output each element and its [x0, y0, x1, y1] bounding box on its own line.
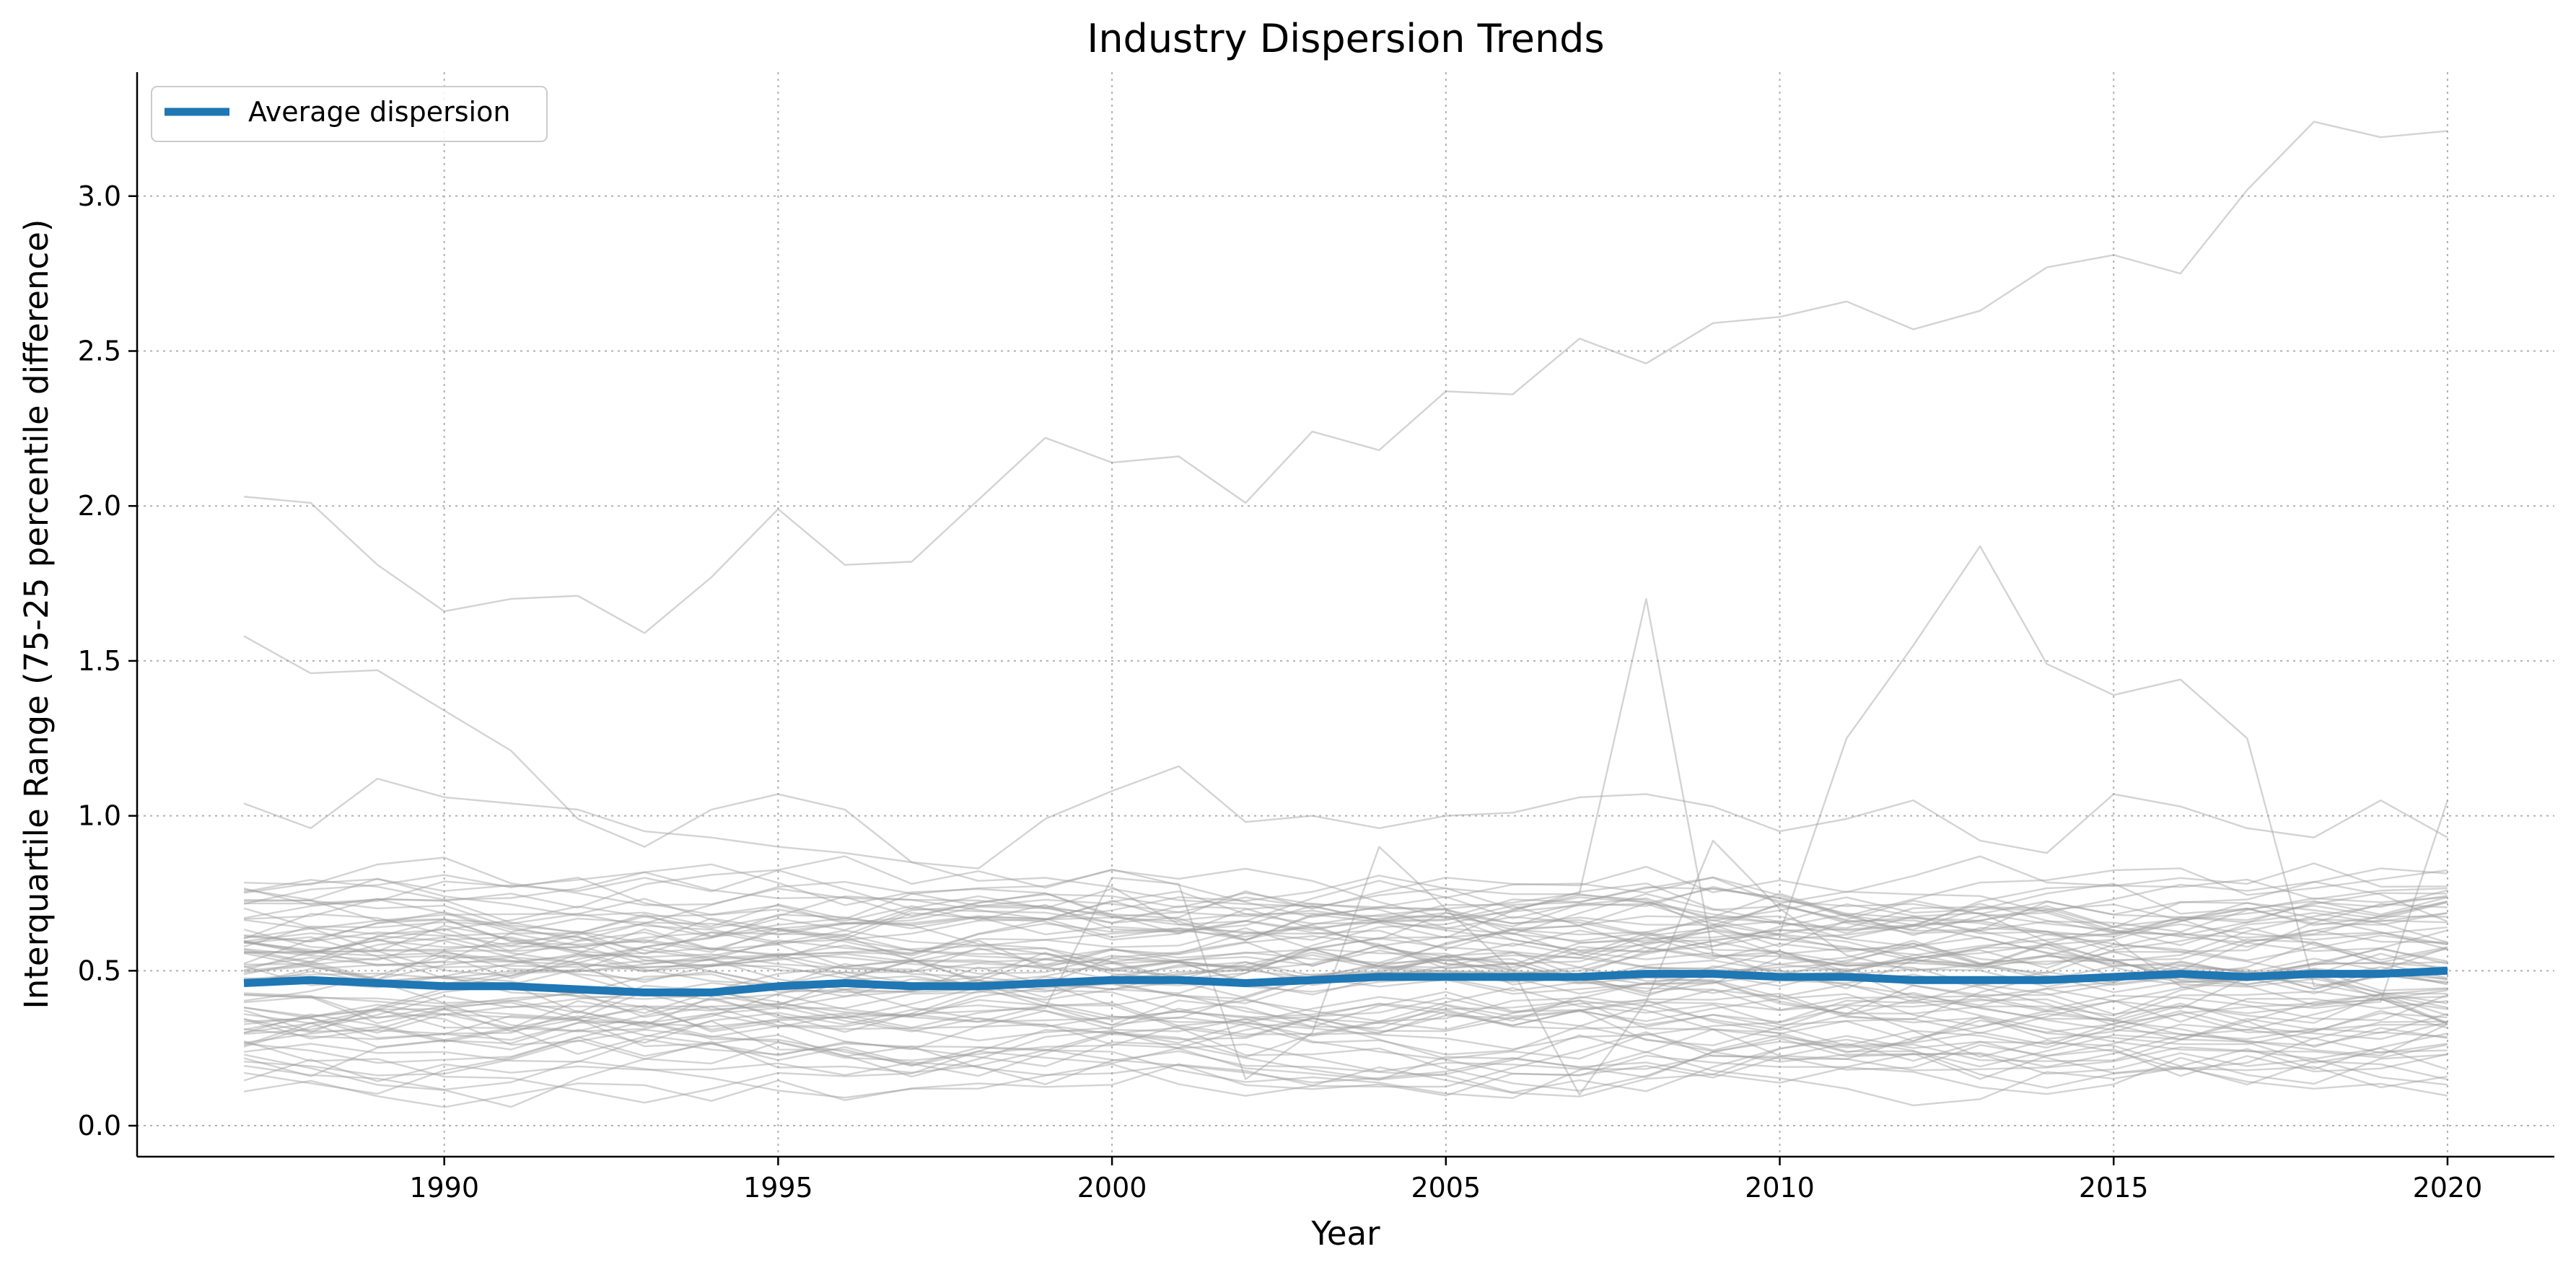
industry-series-line-45: [243, 997, 2448, 1079]
y-tick-label-3: 1.5: [78, 645, 121, 677]
industry-series-line-11: [243, 912, 2448, 980]
industry-series-line-54: [243, 1020, 2448, 1095]
industry-series-line-30: [244, 856, 2448, 932]
industry-series-line-47: [243, 963, 2448, 1040]
industry-series-line-20: [244, 903, 2448, 970]
industry-series-line-15: [244, 977, 2448, 1033]
y-tick-label-1: 0.5: [78, 955, 121, 986]
average-line-group: [243, 966, 2448, 996]
industry-series-line-42: [243, 989, 2448, 1040]
legend: Average dispersion: [151, 86, 548, 142]
industry-series-line-41: [243, 1020, 2448, 1092]
y-tick-label-0: 0.0: [78, 1110, 121, 1142]
industry-series-line-65: [243, 976, 2448, 1047]
axes: [136, 72, 2554, 1158]
legend-box: [151, 86, 548, 142]
y-tick-label-5: 2.5: [78, 335, 121, 367]
industry-series-line-24: [243, 1012, 2448, 1104]
x-tick-label-4: 2010: [1745, 1172, 1815, 1204]
industry-series-line-72: [243, 1008, 2448, 1081]
industry-series-line-33: [243, 975, 2448, 1040]
industry-series-line-4: [243, 799, 2449, 1096]
industry-series-line-75: [243, 1038, 2448, 1097]
industry-series-line-67: [243, 999, 2448, 1059]
industry-series-line-52: [243, 993, 2448, 1060]
industry-series-line-14: [243, 855, 2448, 924]
industry-series-line-61: [243, 894, 2448, 973]
x-tick-label-0: 1990: [409, 1172, 479, 1204]
industry-series-line-25: [244, 973, 2448, 1047]
industry-series-line-36: [243, 920, 2448, 976]
industry-series-line-51: [243, 943, 2448, 1009]
industry-series-line-2: [243, 765, 2448, 869]
industry-series-line-62: [243, 936, 2448, 1009]
industry-series-line-31: [244, 1002, 2448, 1077]
industry-series-line-39: [243, 863, 2448, 929]
x-tick-label-2: 2000: [1077, 1172, 1147, 1204]
y-tick-label-4: 2.0: [78, 490, 121, 522]
x-ticks: 1990 1995 2000 2005 2010 2015 2020: [409, 1157, 2482, 1204]
x-tick-label-6: 2020: [2413, 1172, 2483, 1204]
industry-series-line-21: [243, 1048, 2448, 1108]
x-axis-label: Year: [1310, 1214, 1380, 1253]
industry-series-line-43: [244, 867, 2448, 942]
industry-series-line-76: [243, 926, 2448, 981]
industry-series-line-22: [243, 986, 2448, 1046]
industry-series-line-35: [243, 939, 2448, 1012]
legend-label-average: Average dispersion: [248, 96, 510, 128]
industry-series-line-13: [243, 888, 2448, 935]
industry-series-line-71: [243, 1038, 2448, 1094]
x-tick-label-1: 1995: [743, 1172, 813, 1204]
industry-series-line-53: [243, 871, 2448, 940]
industry-series-line-40: [243, 896, 2448, 953]
industry-series-line-56: [243, 903, 2448, 972]
industry-series-line-57: [244, 942, 2448, 996]
industry-series-line-17: [243, 948, 2448, 1020]
industry-series-line-6: [243, 999, 2448, 1072]
industry-series-line-37: [243, 867, 2448, 936]
industry-series-line-34: [243, 919, 2448, 973]
average-dispersion-line: [243, 966, 2448, 996]
industry-series-line-58: [243, 874, 2448, 939]
y-axis-label: Interquartile Range (75-25 percentile di…: [17, 219, 56, 1009]
industry-series-line-12: [243, 963, 2448, 1056]
industry-series-line-1: [243, 545, 2448, 987]
industry-series-line-19: [243, 893, 2448, 947]
industry-series-line-70: [243, 936, 2448, 989]
y-tick-label-2: 1.0: [78, 800, 121, 832]
industry-series-line-46: [243, 1031, 2448, 1099]
industry-series-line-8: [243, 895, 2448, 965]
x-tick-label-5: 2015: [2079, 1172, 2149, 1204]
industry-series-line-73: [243, 926, 2448, 993]
industry-series-line-7: [244, 940, 2448, 987]
industry-series-line-63: [243, 877, 2448, 954]
industry-series-line-44: [244, 899, 2448, 950]
industry-series-line-55: [244, 855, 2448, 924]
industry-series-line-5: [244, 947, 2448, 1004]
industry-series-line-66: [243, 1015, 2448, 1067]
industry-series-line-27: [243, 892, 2448, 947]
industry-series-line-60: [243, 1015, 2448, 1086]
chart-title: Industry Dispersion Trends: [1087, 16, 1604, 61]
industry-series-line-26: [243, 882, 2448, 956]
industry-series-line-38: [243, 900, 2448, 983]
industry-series-line-29: [243, 888, 2448, 952]
industry-series-line-3: [243, 597, 2448, 972]
industry-series-line-50: [244, 973, 2448, 1037]
industry-series-line-10: [243, 927, 2448, 1002]
industry-series-line-18: [244, 990, 2448, 1042]
industry-series-line-59: [244, 925, 2448, 985]
industry-series-line-69: [244, 898, 2448, 960]
industry-series-line-64: [243, 1040, 2448, 1108]
y-tick-label-6: 3.0: [78, 180, 121, 212]
industry-series-line-0: [243, 121, 2448, 634]
y-ticks: 0.0 0.5 1.0 1.5 2.0 2.5 3.0: [78, 180, 137, 1142]
industry-series-line-68: [244, 975, 2448, 1035]
x-tick-label-3: 2005: [1411, 1172, 1481, 1204]
industry-series-line-32: [243, 1006, 2448, 1077]
